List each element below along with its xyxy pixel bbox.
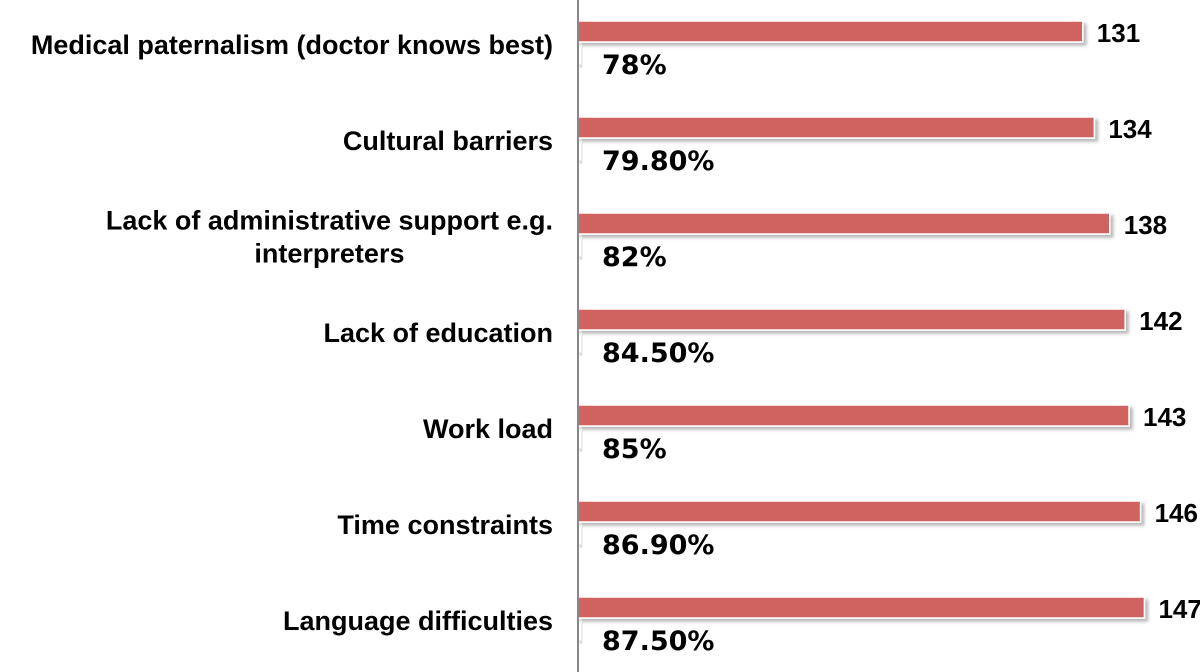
data-label-percentage: 87.50% bbox=[602, 626, 714, 657]
data-label-percentage: 78% bbox=[602, 50, 667, 81]
bar-count bbox=[577, 20, 1084, 43]
bar-count bbox=[577, 212, 1111, 235]
category-label: Lack of education bbox=[323, 318, 553, 348]
category-label: Cultural barriers bbox=[343, 126, 553, 156]
category-label: Time constraints bbox=[337, 510, 553, 540]
data-label-count: 143 bbox=[1143, 402, 1186, 432]
data-label-percentage: 85% bbox=[602, 434, 667, 465]
data-label-count: 146 bbox=[1155, 498, 1198, 528]
category-label: Language difficulties bbox=[283, 606, 553, 636]
category-label: Work load bbox=[423, 414, 553, 444]
category-label: Medical paternalism (doctor knows best) bbox=[31, 30, 553, 60]
data-label-percentage: 84.50% bbox=[602, 338, 714, 369]
data-label-count: 138 bbox=[1124, 210, 1167, 240]
category-label: interpreters bbox=[254, 239, 404, 269]
data-label-count: 131 bbox=[1097, 18, 1140, 48]
data-label-count: 134 bbox=[1108, 114, 1152, 144]
bar-count bbox=[577, 596, 1146, 619]
data-label-percentage: 82% bbox=[602, 242, 667, 273]
bar-count bbox=[577, 500, 1142, 523]
bar-count bbox=[577, 308, 1126, 331]
data-label-percentage: 79.80% bbox=[602, 146, 714, 177]
chart-labels: 131 78% Medical paternalism (doctor knows … bbox=[31, 18, 1200, 657]
data-label-count: 142 bbox=[1139, 306, 1182, 336]
category-label: Lack of administrative support e.g. bbox=[106, 206, 553, 236]
data-label-percentage: 86.90% bbox=[602, 530, 714, 561]
bar-count bbox=[577, 116, 1096, 139]
data-label-count: 147 bbox=[1158, 594, 1200, 624]
bar-count bbox=[577, 404, 1130, 427]
